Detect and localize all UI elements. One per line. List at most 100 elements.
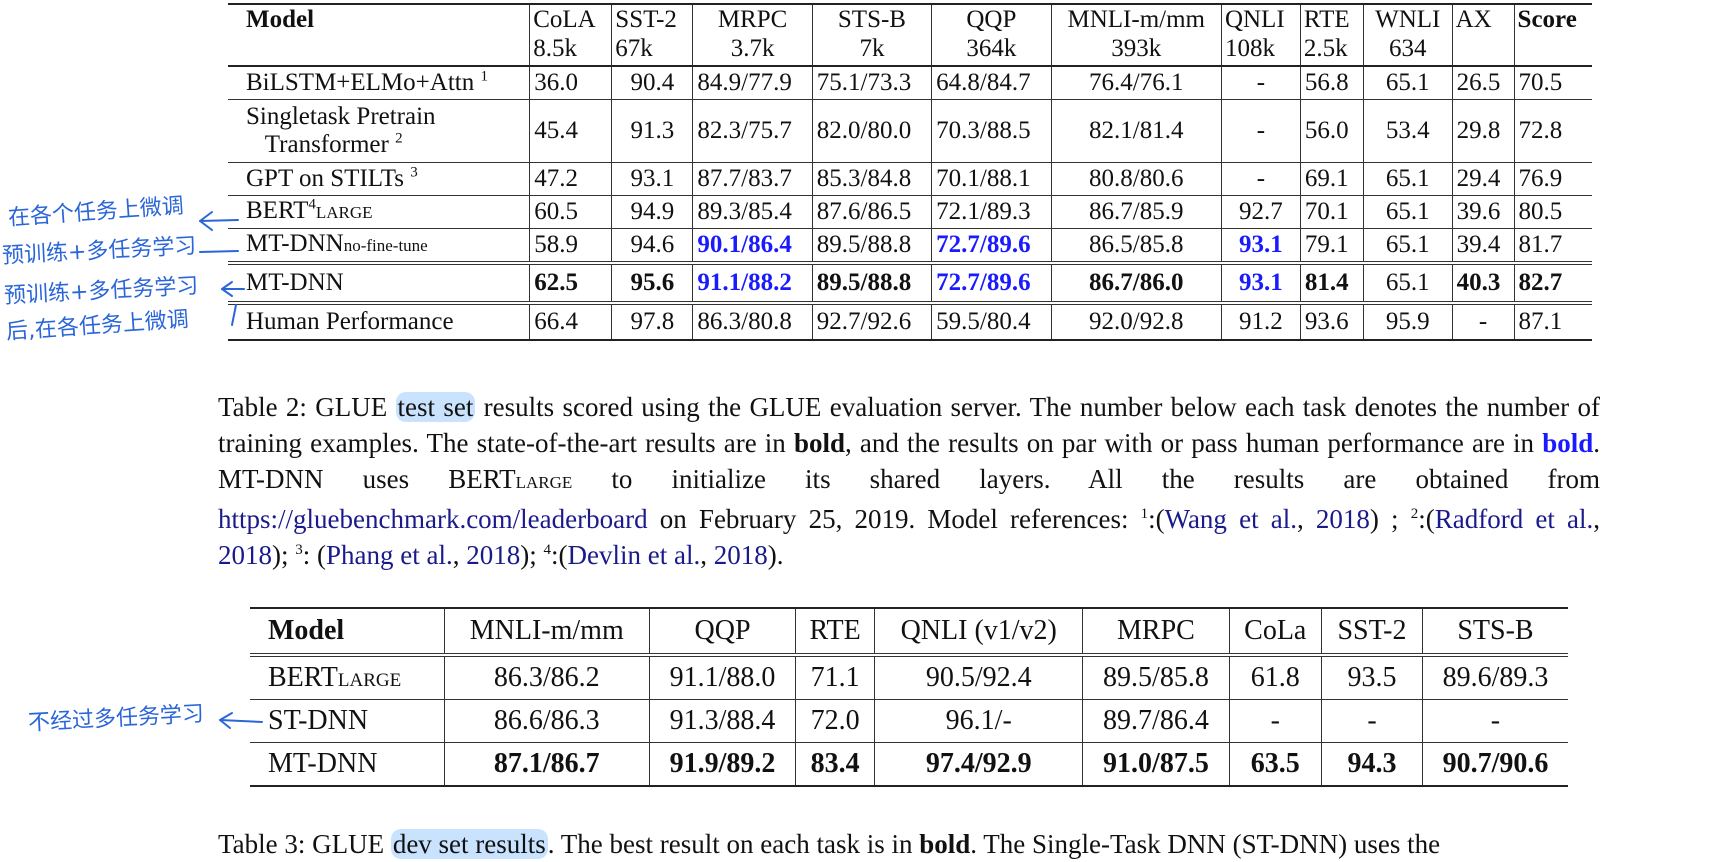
- cell: 95.9: [1362, 301, 1453, 341]
- ref-link[interactable]: 2018: [218, 540, 272, 570]
- header-cola: CoLa: [1228, 607, 1322, 655]
- cell: 89.6/89.3: [1421, 653, 1568, 700]
- cell: 83.4: [795, 742, 875, 787]
- cell: 72.7/89.6: [931, 261, 1052, 303]
- cell: 65.1: [1362, 162, 1453, 196]
- cell: 82.7: [1513, 261, 1592, 303]
- cell: 91.0/87.5: [1082, 742, 1229, 787]
- table-row: BERT4LARGE 60.5 94.9 89.3/85.4 87.6/86.5…: [228, 195, 1592, 229]
- ref-link[interactable]: 2018: [713, 540, 768, 570]
- cell: 87.1: [1513, 301, 1592, 341]
- cell: 72.0: [795, 699, 875, 743]
- cell: 87.6/86.5: [811, 195, 932, 229]
- cell: 89.7/86.4: [1082, 699, 1229, 743]
- ref-link[interactable]: Wang et al.: [1164, 504, 1297, 534]
- cell: -: [1220, 99, 1301, 163]
- table-row: BERTLARGE 86.3/86.2 91.1/88.0 71.1 90.5/…: [250, 653, 1568, 700]
- cell: 39.6: [1451, 195, 1515, 229]
- header-qnli: QNLI 108k: [1220, 3, 1301, 66]
- cell: 36.0: [529, 65, 612, 100]
- cell: 87.7/83.7: [692, 162, 813, 196]
- cell: 86.3/80.8: [692, 301, 813, 341]
- cell: 29.4: [1451, 162, 1515, 196]
- cell: 56.8: [1299, 65, 1364, 100]
- table-row: ST-DNN 86.6/86.3 91.3/88.4 72.0 96.1/- 8…: [250, 699, 1568, 743]
- table3-caption: Table 3: GLUE dev set results. The best …: [218, 829, 1441, 859]
- cell: 69.1: [1299, 162, 1364, 196]
- header-qnli: QNLI (v1/v2): [874, 607, 1083, 655]
- table-row: MT-DNN 62.5 95.6 91.1/88.2 89.5/88.8 72.…: [228, 261, 1592, 303]
- table-header-row: Model CoLA 8.5k SST-2 67k MRPC 3.7k STS-B 7k…: [228, 3, 1592, 66]
- header-model: Model: [250, 607, 445, 655]
- cell: 89.5/88.8: [811, 261, 932, 303]
- cell: 97.8: [611, 301, 693, 341]
- ref-link[interactable]: Devlin et al.: [567, 540, 701, 570]
- cell: -: [1321, 699, 1423, 743]
- cell: 70.3/88.5: [931, 99, 1052, 163]
- cell: 92.7/92.6: [811, 301, 932, 341]
- cell: 93.1: [611, 162, 693, 196]
- cell: 86.7/85.9: [1050, 195, 1222, 229]
- cell: 60.5: [529, 195, 612, 229]
- ref-link[interactable]: 2018: [1315, 504, 1370, 534]
- cell: 91.2: [1220, 301, 1301, 341]
- model-name: Human Performance: [228, 301, 530, 341]
- cell: 93.1: [1220, 261, 1301, 303]
- cell: 29.8: [1451, 99, 1515, 163]
- highlight-mark: dev set results: [390, 829, 548, 859]
- model-name: MT-DNN: [228, 261, 530, 303]
- cell: 65.1: [1362, 261, 1453, 303]
- header-sst2: SST-2: [1321, 607, 1423, 655]
- header-mrpc: MRPC: [1082, 607, 1229, 655]
- model-name: MT-DNNno-fine-tune: [228, 228, 530, 263]
- ref-link[interactable]: Radford et al.: [1434, 504, 1594, 534]
- header-qqp: QQP 364k: [931, 3, 1052, 66]
- cell: 94.6: [611, 228, 693, 263]
- leaderboard-link[interactable]: https://gluebenchmark.com/leaderboard: [218, 504, 648, 534]
- cell: 40.3: [1451, 261, 1515, 303]
- cell: 85.3/84.8: [811, 162, 932, 196]
- cell: 65.1: [1362, 65, 1453, 100]
- cell: 97.4/92.9: [874, 742, 1083, 787]
- cell: 90.4: [611, 65, 693, 100]
- model-name: BERT4LARGE: [228, 195, 530, 229]
- cell: 93.1: [1220, 228, 1301, 263]
- cell: 26.5: [1451, 65, 1515, 100]
- cell: -: [1220, 65, 1301, 100]
- cell: 76.9: [1513, 162, 1592, 196]
- cell: 91.3: [611, 99, 693, 163]
- cell: 91.9/89.2: [648, 742, 796, 787]
- cell: 65.1: [1362, 228, 1453, 263]
- table2-caption: Table 2: GLUE test set results scored us…: [218, 392, 1601, 570]
- header-ax: AX: [1451, 3, 1515, 66]
- model-name: GPT on STILTs 3: [228, 162, 530, 196]
- cell: 91.3/88.4: [648, 699, 796, 743]
- cell: 94.3: [1321, 742, 1423, 787]
- cell: 76.4/76.1: [1050, 65, 1222, 100]
- glue-dev-results-table: Model MNLI-m/mm QQP RTE QNLI (v1/v2) MRP…: [250, 607, 1568, 787]
- cell: 63.5: [1228, 742, 1322, 787]
- cell: 89.3/85.4: [692, 195, 813, 229]
- table-row: GPT on STILTs 3 47.2 93.1 87.7/83.7 85.3…: [228, 162, 1592, 196]
- cell: 70.1/88.1: [931, 162, 1052, 196]
- cell: 79.1: [1299, 228, 1364, 263]
- glue-test-results-table: Model CoLA 8.5k SST-2 67k MRPC 3.7k STS-B 7k…: [228, 3, 1592, 341]
- model-name: BERTLARGE: [250, 653, 445, 700]
- cell: 56.0: [1299, 99, 1364, 163]
- cell: -: [1220, 162, 1301, 196]
- ref-link[interactable]: 2018: [466, 540, 521, 570]
- cell: 71.1: [795, 653, 875, 700]
- cell: 47.2: [529, 162, 612, 196]
- cell: 66.4: [529, 301, 612, 341]
- header-stsb: STS-B: [1421, 607, 1568, 655]
- table-row: Singletask Pretrain Transformer 2 45.4 9…: [228, 99, 1592, 163]
- header-rte: RTE: [795, 607, 875, 655]
- cell: -: [1451, 301, 1515, 341]
- cell: 95.6: [611, 261, 693, 303]
- table-row: MT-DNN 87.1/86.7 91.9/89.2 83.4 97.4/92.…: [250, 742, 1568, 787]
- ref-link[interactable]: Phang et al.: [326, 540, 453, 570]
- cell: 72.8: [1513, 99, 1592, 163]
- cell: 89.5/85.8: [1082, 653, 1229, 700]
- cell: 39.4: [1451, 228, 1515, 263]
